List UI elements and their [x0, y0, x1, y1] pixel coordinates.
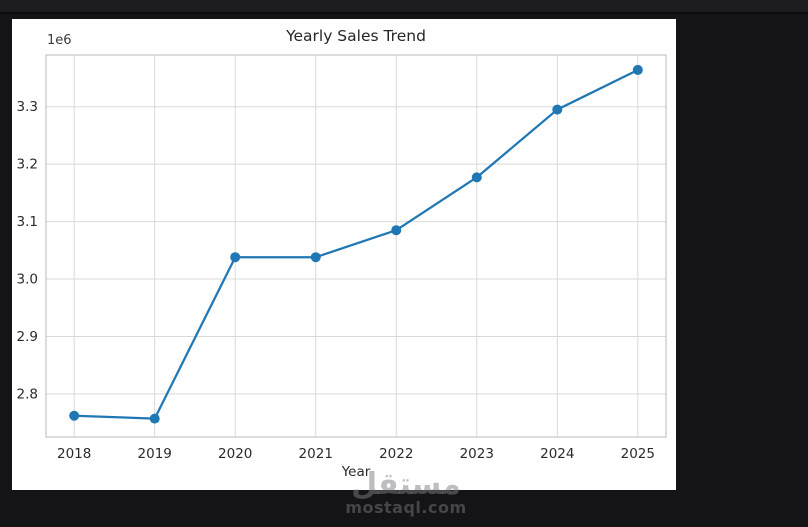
y-tick-label: 3.0: [17, 272, 38, 288]
watermark-site-text: mostaql.com: [345, 498, 467, 517]
y-tick-label: 3.3: [17, 99, 38, 115]
data-point-marker: [471, 172, 482, 183]
data-point-marker: [310, 252, 321, 263]
x-tick-label: 2020: [218, 446, 252, 462]
x-axis-label: Year: [341, 464, 371, 480]
yearly-sales-line-chart: 2.8 2.9 3.0 3.1 3.2 3.3 2018 2019 2020 2021 2022 20…: [17, 54, 667, 462]
y-tick-label: 3.2: [17, 157, 38, 173]
x-tick-label: 2019: [138, 446, 172, 462]
y-tick-label: 2.8: [17, 386, 38, 402]
data-point-marker: [632, 64, 643, 75]
data-point-marker: [230, 252, 241, 263]
window-top-bar: [0, 0, 808, 14]
x-tick-label: 2023: [460, 446, 494, 462]
sales-trend-line: [73, 68, 639, 420]
y-axis-offset-label: 1e6: [47, 33, 72, 48]
data-point-marker: [552, 104, 563, 115]
x-tick-label: 2022: [379, 446, 413, 462]
axes-frame: [45, 54, 667, 438]
x-tick-label: 2021: [299, 446, 333, 462]
x-tick-label: 2025: [621, 446, 655, 462]
data-point-marker: [391, 225, 402, 236]
data-point-marker: [149, 413, 160, 424]
y-tick-label: 2.9: [17, 329, 38, 345]
data-point-marker: [69, 410, 80, 421]
chart-title: Yearly Sales Trend: [286, 27, 426, 45]
y-tick-label: 3.1: [17, 214, 38, 230]
x-tick-label: 2018: [57, 446, 91, 462]
chart-figure-panel: 2.8 2.9 3.0 3.1 3.2 3.3 2018 2019 2020 2021 2022 20…: [12, 19, 676, 490]
x-tick-label: 2024: [540, 446, 574, 462]
